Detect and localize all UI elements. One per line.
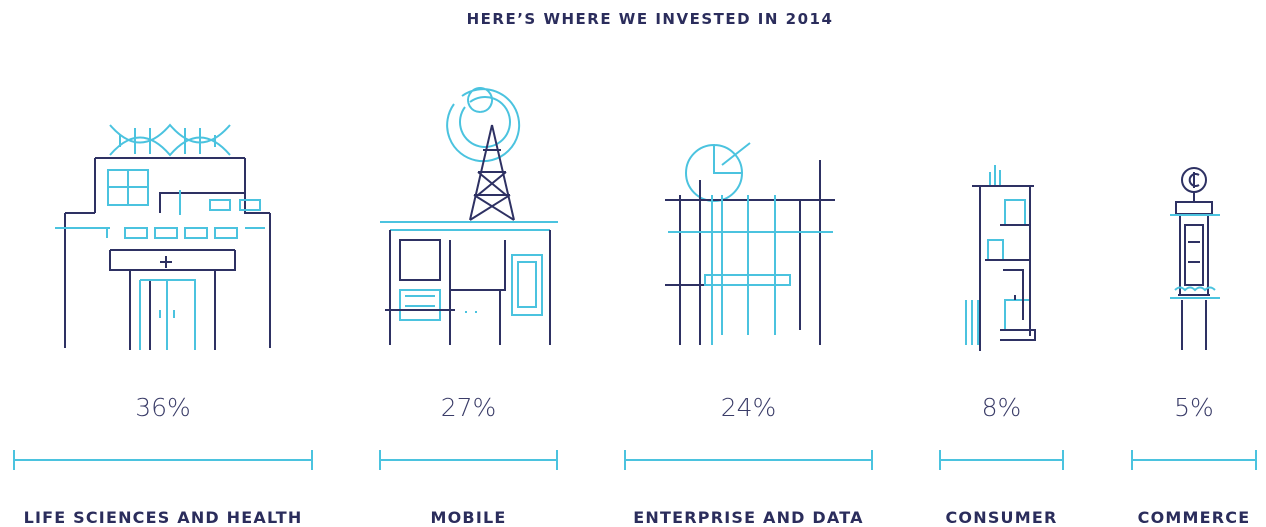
bracket <box>13 450 313 470</box>
bracket <box>624 450 873 470</box>
icon-mobile <box>380 87 558 345</box>
percent: 36% <box>135 393 191 422</box>
category-label: CONSUMER <box>945 508 1057 527</box>
title: HERE’S WHERE WE INVESTED IN 2014 <box>467 10 834 28</box>
category-label: MOBILE <box>431 508 507 527</box>
bracket <box>939 450 1064 470</box>
percent: 27% <box>441 393 497 422</box>
category-label: ENTERPRISE AND DATA <box>633 508 863 527</box>
bracket <box>379 450 558 470</box>
category-label: COMMERCE <box>1138 508 1251 527</box>
icon-consumer <box>965 165 1036 351</box>
icon-life-sciences <box>55 123 271 350</box>
bracket <box>1131 450 1257 470</box>
percent: 24% <box>721 393 777 422</box>
percent: 5% <box>1174 393 1214 422</box>
percent: 8% <box>982 393 1022 422</box>
icon-enterprise <box>665 142 835 345</box>
category-label: LIFE SCIENCES AND HEALTH <box>24 508 303 527</box>
icon-commerce <box>1170 167 1220 350</box>
